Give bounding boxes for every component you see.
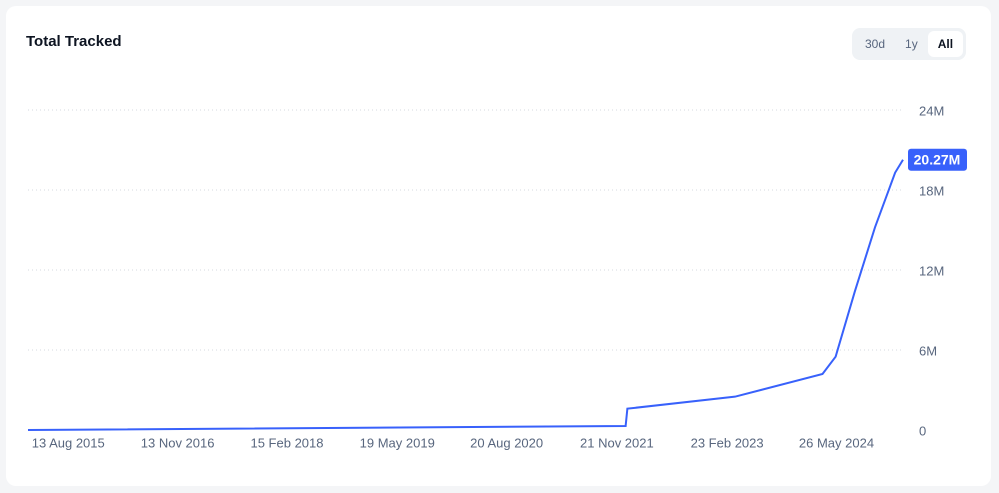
y-tick-label: 6M [919, 343, 937, 358]
range-button[interactable]: 1y [905, 37, 918, 51]
x-tick-label: 23 Feb 2023 [691, 435, 764, 450]
range-button[interactable]: 30d [865, 37, 886, 51]
x-tick-label: 21 Nov 2021 [580, 435, 654, 450]
y-tick-label: 24M [919, 103, 944, 118]
value-label-bg [908, 148, 967, 171]
y-tick-label: 12M [919, 263, 944, 278]
y-tick-label: 18M [919, 183, 944, 198]
x-tick-label: 26 May 2024 [799, 435, 874, 450]
x-tick-label: 19 May 2019 [360, 435, 435, 450]
x-tick-label: 15 Feb 2018 [250, 435, 323, 450]
card: Total Tracked 30d 1y All [6, 6, 991, 486]
line [27, 159, 904, 431]
y-tick-label: 0 [919, 423, 926, 438]
card-title: Total Tracked [26, 33, 122, 50]
x-tick-label: 13 Aug 2015 [32, 435, 105, 450]
range-button[interactable]: All [927, 31, 964, 57]
range-selector: 30d 1y All [852, 28, 967, 60]
value-label: 20.27M [914, 151, 961, 167]
x-tick-label: 20 Aug 2020 [470, 435, 543, 450]
x-tick-label: 13 Nov 2016 [141, 435, 215, 450]
